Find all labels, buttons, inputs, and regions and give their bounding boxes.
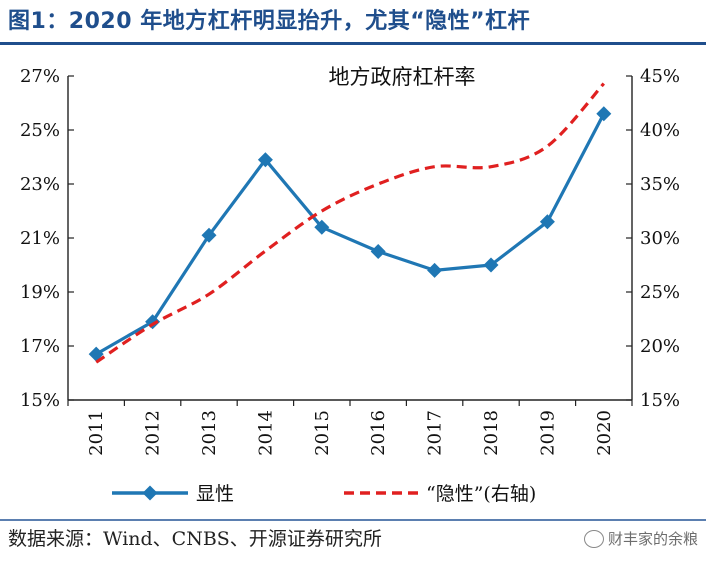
line-chart: 15% 17% 19% 21% 23% 25% 27% 15% 20% 25% 30% 35% 40% 4… xyxy=(20,65,680,505)
chart-legend: 显性 “隐性”(右轴) xyxy=(112,483,536,505)
x-tick-label: 2018 xyxy=(481,410,502,456)
y-right-tick-label: 15% xyxy=(640,390,680,411)
series-1-point xyxy=(257,152,273,168)
source-note: 数据来源：Wind、CNBS、开源证券研究所 xyxy=(8,528,382,550)
y-left-tick-label: 19% xyxy=(20,282,60,303)
series-1-point xyxy=(370,244,386,259)
y-right-tick-label: 30% xyxy=(640,228,680,249)
series-line-2 xyxy=(95,82,605,364)
series-1-point xyxy=(483,257,499,273)
y-right-tick-label: 45% xyxy=(640,66,680,87)
chart-ticks: 15% 17% 19% 21% 23% 25% 27% 15% 20% 25% 30% 35% 40% 4… xyxy=(20,66,680,456)
y-left-tick-label: 21% xyxy=(20,228,60,249)
legend-label-2: “隐性”(右轴) xyxy=(426,483,536,505)
y-right-tick-label: 35% xyxy=(640,174,680,195)
series-1-point xyxy=(145,314,161,330)
x-tick-label: 2015 xyxy=(312,410,333,456)
series-1-point xyxy=(596,106,612,122)
title-divider xyxy=(0,42,706,45)
watermark-text: 财丰家的余粮 xyxy=(607,530,698,548)
x-tick-label: 2020 xyxy=(594,410,615,456)
legend-label-1: 显性 xyxy=(196,483,234,505)
x-tick-label: 2014 xyxy=(255,410,276,456)
y-left-tick-label: 25% xyxy=(20,120,60,141)
y-left-tick-label: 15% xyxy=(20,390,60,411)
figure-title: 图1：2020 年地方杠杆明显抬升，尤其“隐性”杠杆 xyxy=(8,9,531,34)
y-right-tick-label: 20% xyxy=(640,336,680,357)
x-tick-label: 2011 xyxy=(86,410,107,456)
chart-series xyxy=(88,82,612,364)
series-line-1 xyxy=(95,113,606,356)
x-tick-label: 2016 xyxy=(368,410,389,456)
x-tick-label: 2017 xyxy=(425,410,446,456)
series-1-point xyxy=(427,262,443,278)
wechat-icon xyxy=(583,529,604,548)
chart-title: 地方政府杠杆率 xyxy=(329,65,476,89)
series-1-point xyxy=(201,227,217,243)
y-right-tick-label: 25% xyxy=(640,282,680,303)
x-tick-label: 2013 xyxy=(199,410,220,456)
y-left-tick-label: 27% xyxy=(20,66,60,87)
source-divider xyxy=(0,519,706,521)
watermark: 财丰家的余粮 xyxy=(583,524,698,554)
y-right-tick-label: 40% xyxy=(640,120,680,141)
y-left-tick-label: 17% xyxy=(20,336,60,357)
series-1-point xyxy=(314,219,330,235)
legend-marker-1 xyxy=(142,485,158,501)
y-left-tick-label: 23% xyxy=(20,174,60,195)
x-tick-label: 2019 xyxy=(537,410,558,456)
x-tick-label: 2012 xyxy=(143,410,164,456)
series-1-point xyxy=(539,214,555,230)
